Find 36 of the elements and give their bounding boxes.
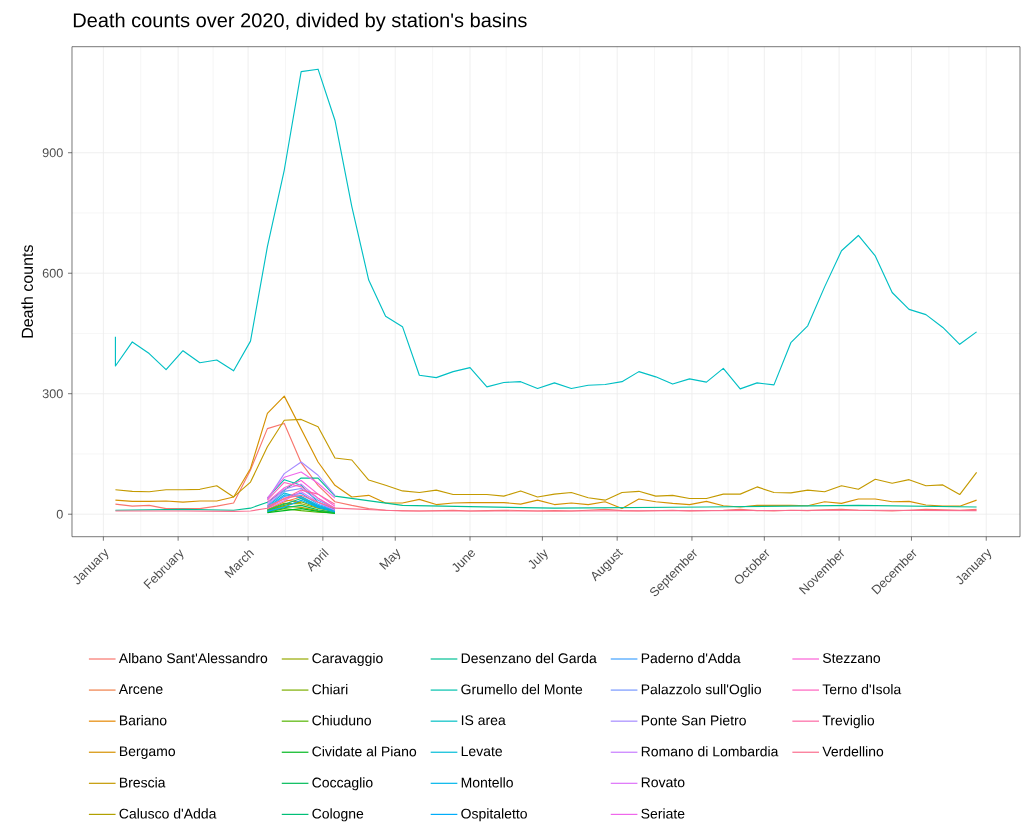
legend-label: Brescia (119, 777, 166, 788)
legend-label: Ospitaletto (461, 808, 527, 822)
legend-label: Palazzolo sull'Oglio (641, 684, 762, 698)
legend-label: Caravaggio (312, 652, 383, 666)
legend-label: Paderno d'Adda (641, 652, 741, 664)
legend-label: Chiuduno (312, 715, 372, 726)
chart-title: Death counts over 2020, divided by station's basins (73, 12, 527, 32)
legend-label: Bariano (119, 715, 167, 726)
legend-label: Terno d'Isola (822, 684, 902, 695)
y-tick-label: 900 (42, 148, 63, 158)
y-tick-label: 600 (42, 268, 63, 278)
legend-label: Arcene (118, 684, 163, 695)
y-tick-label: 0 (56, 509, 63, 519)
legend-label: Desenzano del Garda (461, 652, 597, 664)
legend-label: Rovato (641, 777, 685, 788)
legend-label: Romano di Lombardia (641, 746, 779, 757)
legend-label: Cologne (312, 808, 364, 822)
legend-label: Cividate al Piano (312, 746, 417, 757)
legend-label: Stezzano (822, 653, 881, 664)
legend-label: Treviglio (822, 715, 875, 729)
y-tick-label: 300 (42, 389, 63, 399)
legend-label: Ponte San Pietro (641, 715, 746, 726)
x-tick-label: May (379, 548, 401, 570)
legend-label: Verdellino (822, 746, 884, 757)
legend-label: Seriate (641, 808, 685, 819)
legend-label: Grumello del Monte (461, 684, 583, 695)
legend-label: Levate (461, 746, 503, 757)
y-axis-title: Death counts (21, 245, 33, 338)
legend-label: Chiari (312, 684, 348, 695)
legend-label: Calusco d'Adda (119, 808, 217, 819)
x-tick-label: July (528, 549, 548, 569)
legend-label: IS area (461, 715, 506, 726)
legend-label: Montello (461, 777, 513, 788)
legend-label: Albano Sant'Alessandro (118, 652, 268, 664)
legend-label: Coccaglio (312, 777, 373, 791)
legend-label: Bergamo (119, 746, 176, 759)
